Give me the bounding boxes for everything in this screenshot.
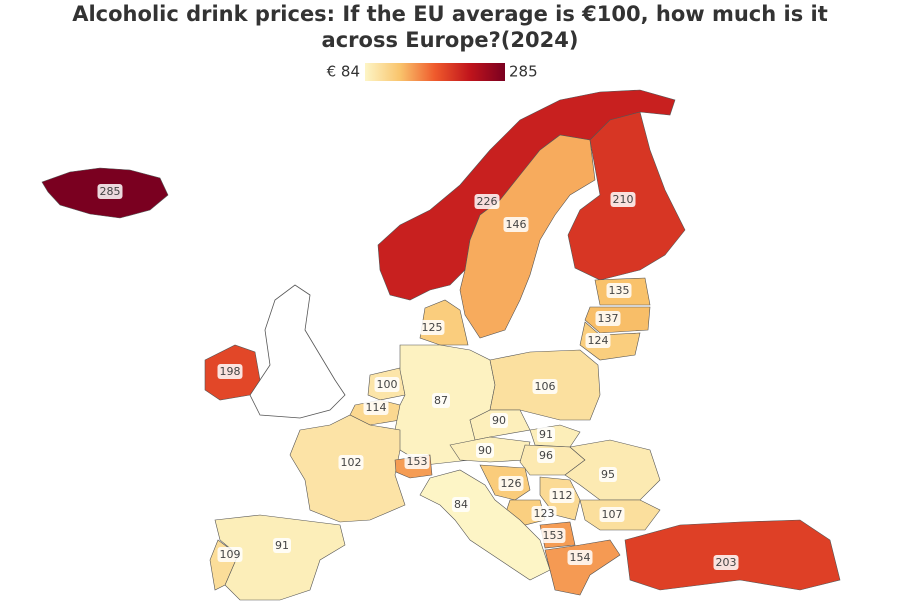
label-bg	[217, 547, 243, 562]
value-label: 137	[598, 312, 619, 325]
value-label: 125	[422, 321, 443, 334]
value-label: 84	[454, 498, 468, 511]
colorbar-max: 285	[509, 63, 538, 81]
title: Alcoholic drink prices: If the EU averag…	[72, 2, 828, 26]
label-bg	[97, 184, 123, 199]
value-label: 91	[275, 539, 289, 552]
label-bg	[503, 217, 529, 232]
value-label: 107	[602, 508, 623, 521]
label-bg	[595, 311, 621, 326]
label-bg	[363, 400, 389, 415]
label-bg	[585, 333, 611, 348]
value-label: 112	[552, 489, 573, 502]
value-label: 87	[434, 394, 448, 407]
label-bg	[606, 283, 632, 298]
regions	[41, 89, 841, 601]
colorbar	[365, 63, 505, 81]
label-bg	[531, 506, 557, 521]
no-data-region	[249, 284, 346, 419]
labels: 285 226 146 210 135 137 124 125 198 100 114 87 106 10…	[97, 184, 739, 570]
label-bg	[532, 379, 558, 394]
value-label: 203	[716, 556, 737, 569]
value-label: 124	[588, 334, 609, 347]
label-bg	[217, 364, 243, 379]
value-label: 226	[477, 195, 498, 208]
colorbar-min: € 84	[327, 63, 360, 81]
value-label: 102	[341, 456, 362, 469]
value-label: 154	[570, 551, 591, 564]
label-bg	[567, 550, 593, 565]
label-bg	[498, 476, 524, 491]
label-bg	[432, 393, 450, 408]
label-bg	[419, 320, 445, 335]
label-bg	[610, 192, 636, 207]
value-label: 91	[539, 428, 553, 441]
label-bg	[404, 454, 430, 469]
value-label: 198	[220, 365, 241, 378]
label-bg	[599, 467, 617, 482]
label-bg	[599, 507, 625, 522]
value-label: 153	[407, 455, 428, 468]
region	[544, 539, 621, 596]
title: across Europe?(2024)	[322, 28, 579, 52]
label-bg	[452, 497, 470, 512]
value-label: 123	[534, 507, 555, 520]
value-label: 126	[501, 477, 522, 490]
label-bg	[537, 448, 555, 463]
value-label: 109	[220, 548, 241, 561]
value-label: 90	[492, 414, 506, 427]
value-label: 285	[100, 185, 121, 198]
label-bg	[476, 443, 494, 458]
value-label: 135	[609, 284, 630, 297]
label-bg	[374, 377, 400, 392]
label-bg	[713, 555, 739, 570]
label-bg	[549, 488, 575, 503]
value-label: 146	[506, 218, 527, 231]
value-label: 100	[377, 378, 398, 391]
value-label: 90	[478, 444, 492, 457]
value-label: 96	[539, 449, 553, 462]
label-bg	[540, 528, 566, 543]
value-label: 106	[535, 380, 556, 393]
value-label: 210	[613, 193, 634, 206]
label-bg	[338, 455, 364, 470]
label-bg	[537, 427, 555, 442]
label-bg	[273, 538, 291, 553]
region	[419, 469, 551, 581]
label-bg	[474, 194, 500, 209]
region	[459, 134, 596, 339]
value-label: 153	[543, 529, 564, 542]
value-label: 95	[601, 468, 615, 481]
label-bg	[490, 413, 508, 428]
value-label: 114	[366, 401, 387, 414]
